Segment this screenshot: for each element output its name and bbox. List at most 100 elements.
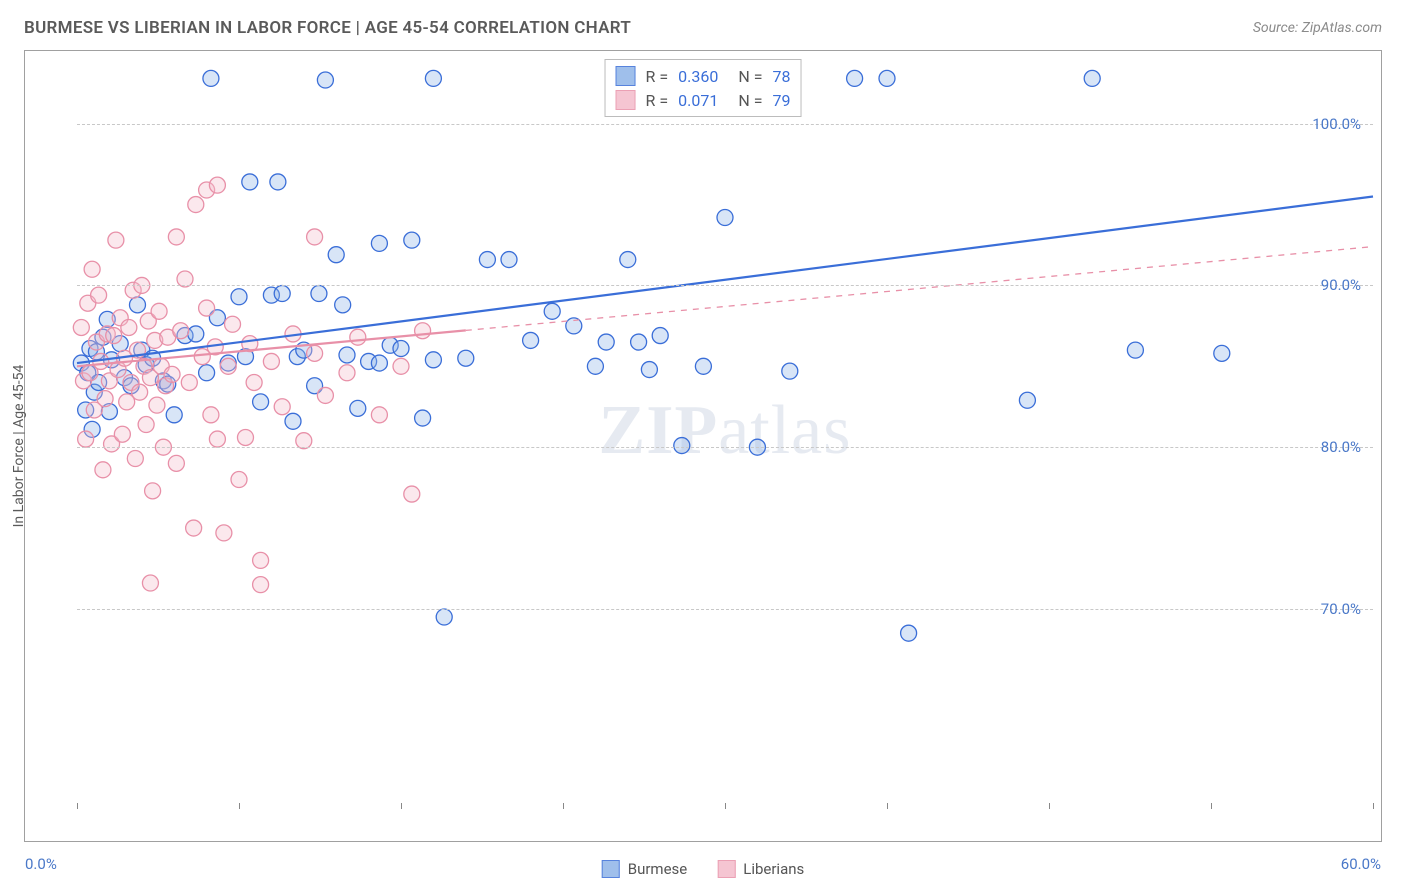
data-point — [1214, 345, 1230, 361]
data-point — [149, 397, 165, 413]
data-point — [108, 232, 124, 248]
data-point — [674, 438, 690, 454]
x-tick — [887, 803, 888, 809]
data-point — [209, 431, 225, 447]
y-tick-label: 70.0% — [1321, 600, 1361, 618]
legend-swatch — [616, 66, 636, 86]
data-point — [225, 316, 241, 332]
chart-title: BURMESE VS LIBERIAN IN LABOR FORCE | AGE… — [24, 18, 631, 38]
data-point — [274, 399, 290, 415]
data-point — [263, 353, 279, 369]
data-point — [142, 575, 158, 591]
x-tick — [77, 803, 78, 809]
data-point — [393, 341, 409, 357]
data-point — [145, 483, 161, 499]
stats-n-label: N = — [738, 67, 762, 86]
data-point — [631, 334, 647, 350]
x-tick — [725, 803, 726, 809]
data-point — [339, 365, 355, 381]
data-point — [307, 345, 323, 361]
data-point — [166, 407, 182, 423]
data-point — [285, 413, 301, 429]
data-point — [253, 577, 269, 593]
data-point — [335, 297, 351, 313]
gridline — [77, 285, 1373, 286]
data-point — [479, 252, 495, 268]
data-point — [199, 365, 215, 381]
data-point — [415, 410, 431, 426]
gridline — [77, 447, 1373, 448]
stats-r-label: R = — [646, 91, 669, 110]
legend-swatch — [717, 860, 735, 878]
x-tick — [401, 803, 402, 809]
data-point — [95, 462, 111, 478]
data-point — [641, 362, 657, 378]
data-point — [73, 319, 89, 335]
data-point — [879, 70, 895, 86]
data-point — [242, 174, 258, 190]
data-point — [717, 210, 733, 226]
data-point — [371, 235, 387, 251]
chart-frame: In Labor Force | Age 45-54 ZIPatlas 70.0… — [24, 50, 1382, 842]
stats-legend: R = 0.360 N = 78 R = 0.071 N = 79 — [605, 59, 802, 117]
data-point — [138, 417, 154, 433]
data-point — [199, 300, 215, 316]
data-point — [151, 303, 167, 319]
data-point — [84, 261, 100, 277]
x-tick — [1049, 803, 1050, 809]
x-tick-max: 60.0% — [1341, 855, 1381, 873]
data-point — [164, 366, 180, 382]
data-point — [350, 400, 366, 416]
data-point — [216, 525, 232, 541]
chart-header: BURMESE VS LIBERIAN IN LABOR FORCE | AGE… — [0, 0, 1406, 50]
data-point — [695, 358, 711, 374]
data-point — [181, 374, 197, 390]
stats-legend-row: R = 0.360 N = 78 — [616, 64, 791, 88]
stats-r-value: 0.360 — [678, 67, 718, 86]
stats-n-label: N = — [738, 91, 762, 110]
data-point — [425, 70, 441, 86]
data-point — [339, 347, 355, 363]
gridline — [77, 609, 1373, 610]
data-point — [415, 323, 431, 339]
data-point — [231, 472, 247, 488]
data-point — [523, 332, 539, 348]
data-point — [231, 289, 247, 305]
data-point — [188, 197, 204, 213]
data-point — [458, 350, 474, 366]
data-point — [203, 70, 219, 86]
data-point — [847, 70, 863, 86]
x-tick — [239, 803, 240, 809]
x-tick-min: 0.0% — [25, 855, 57, 873]
data-point — [209, 177, 225, 193]
trend-line-dashed — [466, 247, 1373, 331]
legend-swatch — [602, 860, 620, 878]
data-point — [168, 455, 184, 471]
data-point — [1084, 70, 1100, 86]
data-point — [436, 609, 452, 625]
data-point — [114, 426, 130, 442]
data-point — [598, 334, 614, 350]
data-point — [1019, 392, 1035, 408]
legend-label: Liberians — [743, 860, 804, 878]
data-point — [129, 297, 145, 313]
stats-n-value: 79 — [772, 91, 790, 110]
legend-label: Burmese — [628, 860, 688, 878]
data-point — [501, 252, 517, 268]
y-tick-label: 90.0% — [1321, 276, 1361, 294]
data-point — [307, 229, 323, 245]
series-legend: Burmese Liberians — [602, 860, 805, 878]
data-point — [203, 407, 219, 423]
data-point — [404, 486, 420, 502]
stats-n-value: 78 — [772, 67, 790, 86]
data-point — [901, 625, 917, 641]
data-point — [317, 72, 333, 88]
data-point — [652, 328, 668, 344]
x-tick — [563, 803, 564, 809]
data-point — [186, 520, 202, 536]
stats-r-label: R = — [646, 67, 669, 86]
stats-r-value: 0.071 — [678, 91, 718, 110]
data-point — [78, 431, 94, 447]
legend-item: Liberians — [717, 860, 804, 878]
data-point — [132, 384, 148, 400]
